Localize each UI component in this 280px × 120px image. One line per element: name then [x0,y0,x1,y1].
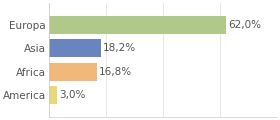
Bar [49,16,226,34]
Bar [49,86,57,104]
Bar [49,63,97,81]
Text: 18,2%: 18,2% [103,43,136,53]
Text: 3,0%: 3,0% [60,90,86,100]
Bar [49,39,101,57]
Text: 16,8%: 16,8% [99,67,132,77]
Text: 62,0%: 62,0% [228,20,261,30]
